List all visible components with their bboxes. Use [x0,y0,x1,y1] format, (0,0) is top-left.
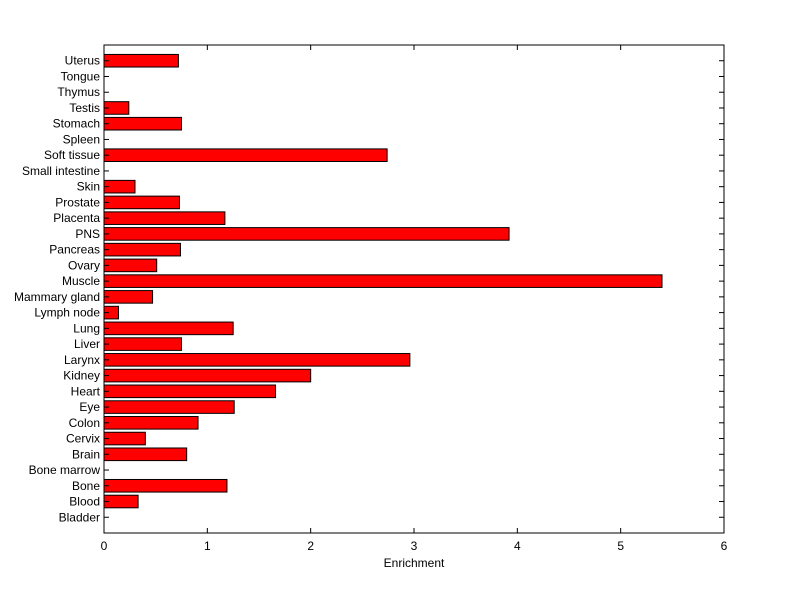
y-tick-label-blood: Blood [69,495,100,509]
x-tick-label-5: 5 [617,539,624,553]
bar-kidney [103,368,312,383]
y-tick-label-lymph-node: Lymph node [34,306,100,320]
y-tick-label-lung: Lung [73,321,100,335]
x-tick-label-3: 3 [411,539,418,553]
y-tick-label-pancreas: Pancreas [49,243,100,257]
bar-blood [103,494,139,509]
bar-soft-tissue [103,148,388,162]
bar-colon [103,416,199,430]
x-tick-label-2: 2 [307,539,314,553]
y-tick-label-stomach: Stomach [53,117,100,131]
y-tick-label-cervix: Cervix [66,432,100,446]
y-tick-label-eye: Eye [79,400,100,414]
bar-uterus [103,53,179,68]
bar-heart [103,384,277,399]
x-tick-label-1: 1 [204,539,211,553]
bar-placenta [103,211,226,225]
y-tick-label-skin: Skin [77,180,100,194]
bar-ovary [103,258,158,273]
bar-liver [103,337,182,351]
y-tick-label-mammary-gland: Mammary gland [14,290,100,304]
y-tick-label-muscle: Muscle [62,274,100,288]
y-tick-label-kidney: Kidney [63,369,100,383]
bar-eye [103,400,235,414]
x-axis-label: Enrichment [384,556,445,570]
y-tick-label-testis: Testis [69,101,100,115]
y-tick-label-colon: Colon [69,416,100,430]
bar-mammary-gland [103,290,154,304]
bar-cervix [103,431,146,446]
x-tick-label-4: 4 [514,539,521,553]
y-tick-label-uterus: Uterus [65,54,100,68]
y-tick-label-tongue: Tongue [61,69,101,83]
y-tick-label-thymus: Thymus [57,85,100,99]
bar-pns [103,227,510,241]
y-tick-label-bone: Bone [72,479,100,493]
plot-frame [103,44,725,534]
y-tick-label-brain: Brain [72,447,100,461]
bar-pancreas [103,242,181,257]
y-tick-label-ovary: Ovary [68,258,100,272]
y-tick-label-bladder: Bladder [59,510,100,524]
x-tick-label-6: 6 [721,539,728,553]
y-tick-label-larynx: Larynx [64,353,100,367]
y-tick-label-spleen: Spleen [63,132,100,146]
bar-lung [103,321,234,336]
y-tick-label-prostate: Prostate [55,195,100,209]
bar-larynx [103,353,411,367]
bar-brain [103,447,188,462]
bar-stomach [103,116,182,131]
bar-muscle [103,274,663,288]
y-tick-label-liver: Liver [74,337,100,351]
bar-bone [103,478,228,493]
plot-area [104,45,724,533]
y-tick-label-bone-marrow: Bone marrow [29,463,101,477]
y-tick-label-heart: Heart [71,384,101,398]
y-tick-label-placenta: Placenta [53,211,100,225]
y-tick-label-small-intestine: Small intestine [22,164,100,178]
y-tick-label-soft-tissue: Soft tissue [44,148,100,162]
y-tick-label-pns: PNS [75,227,100,241]
bar-prostate [103,195,180,210]
x-tick-label-0: 0 [101,539,108,553]
